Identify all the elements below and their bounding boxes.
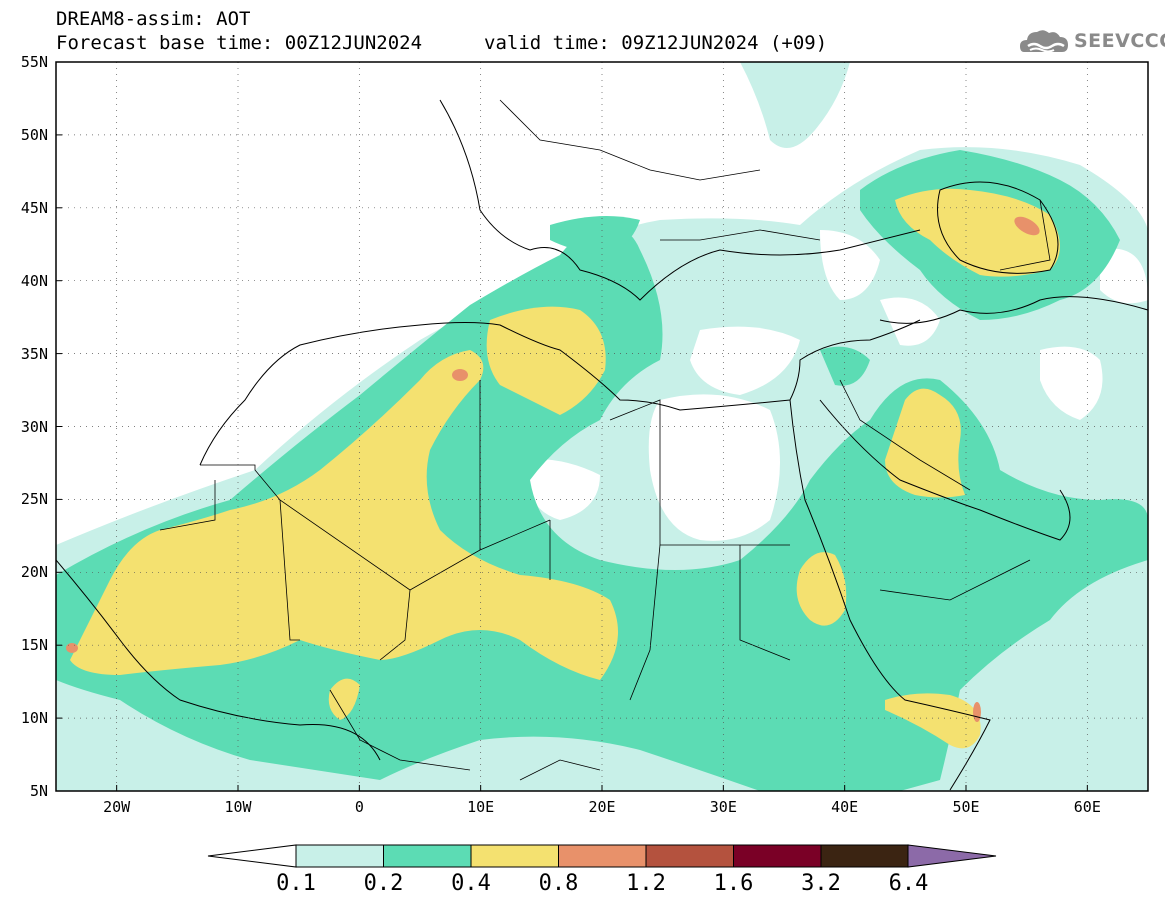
colorbar-swatch <box>733 844 822 868</box>
colorbar-swatch <box>470 844 559 868</box>
lon-label: 0 <box>354 798 364 816</box>
colorbar-swatch <box>295 844 384 868</box>
colorbar-label: 3.2 <box>801 871 841 896</box>
lon-label: 10W <box>224 798 252 816</box>
lon-label: 60E <box>1073 798 1101 816</box>
aot-low-areas <box>520 230 1148 541</box>
lat-label: 35N <box>20 344 48 363</box>
lat-label: 55N <box>20 53 48 71</box>
lat-label: 5N <box>29 782 48 800</box>
colorbar-swatch <box>383 844 472 868</box>
cloud-icon <box>1020 30 1068 53</box>
base-time-label: Forecast base time: 00Z12JUN2024 <box>56 32 423 54</box>
lon-label: 10E <box>467 798 495 816</box>
lat-label: 30N <box>20 417 48 436</box>
colorbar-high-arrow <box>907 844 997 868</box>
lon-label: 50E <box>952 798 980 816</box>
map-title: DREAM8-assim: AOT <box>56 8 251 30</box>
lat-label: 10N <box>20 709 48 728</box>
colorbar-low-arrow <box>207 844 297 868</box>
colorbar-swatch <box>645 844 734 868</box>
colorbar-label: 0.1 <box>276 871 316 896</box>
colorbar-swatch <box>820 844 909 868</box>
colorbar-swatch <box>558 844 647 868</box>
lon-label: 30E <box>709 798 737 816</box>
lon-label: 20W <box>103 798 131 816</box>
colorbar-label: 0.4 <box>451 871 491 896</box>
lat-label: 15N <box>20 636 48 655</box>
country-borders <box>159 99 1051 781</box>
logo-text: SEEVCCC <box>1074 30 1165 52</box>
aot-class-0-4 <box>70 188 1060 749</box>
lat-label: 50N <box>20 125 48 144</box>
valid-time-label: valid time: 09Z12JUN2024 (+09) <box>484 32 828 54</box>
lat-label: 25N <box>20 490 48 509</box>
lon-label: 40E <box>831 798 859 816</box>
lat-label: 45N <box>20 198 48 217</box>
lon-label: 20E <box>588 798 616 816</box>
colorbar-label: 6.4 <box>888 871 929 896</box>
graticule <box>56 62 1148 791</box>
colorbar <box>207 844 997 868</box>
colorbar-label: 1.2 <box>626 871 666 896</box>
axis-ticks <box>56 61 1088 792</box>
colorbar-label: 1.6 <box>713 871 754 896</box>
lat-label: 20N <box>20 563 48 582</box>
colorbar-label: 0.2 <box>363 871 404 896</box>
seevccc-logo: SEEVCCC <box>1018 24 1165 58</box>
colorbar-label: 0.8 <box>538 871 579 896</box>
coastlines <box>56 99 1148 791</box>
lat-label: 40N <box>20 271 48 290</box>
